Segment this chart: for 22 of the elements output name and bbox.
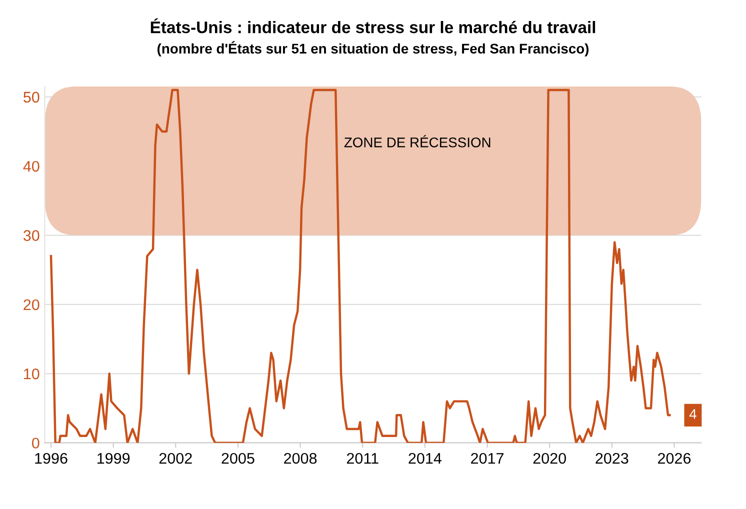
x-tick-label: 2023 [596, 452, 628, 464]
band-label: ZONE DE RÉCESSION [344, 135, 490, 148]
y-tick-label: 20 [24, 299, 40, 310]
x-tick-label: 1996 [35, 452, 68, 464]
x-tick-label: 2011 [346, 452, 378, 464]
x-tick-label: 2026 [658, 452, 691, 464]
x-tick-label: 1999 [97, 452, 130, 464]
x-tick-label: 2014 [408, 452, 442, 464]
x-tick-label: 2017 [471, 452, 504, 464]
x-tick-label: 2020 [533, 452, 566, 464]
data-label: 4 [689, 409, 696, 419]
chart-title: États-Unis : indicateur de stress sur le marché du travail [150, 18, 596, 34]
x-tick-label: 2005 [222, 452, 254, 464]
y-tick-label: 50 [24, 92, 40, 103]
line-series [50, 88, 671, 443]
y-tick-label: 40 [23, 160, 40, 172]
chart-subtitle: (nombre d'États sur 51 en situation de stress, Fed San Francisco) [157, 41, 589, 56]
x-tick-label: 2008 [284, 452, 317, 464]
y-tick-label: 0 [32, 438, 40, 449]
x-tick-label: 2002 [159, 452, 192, 464]
y-tick-label: 30 [23, 230, 40, 241]
y-tick-label: 10 [24, 368, 40, 380]
